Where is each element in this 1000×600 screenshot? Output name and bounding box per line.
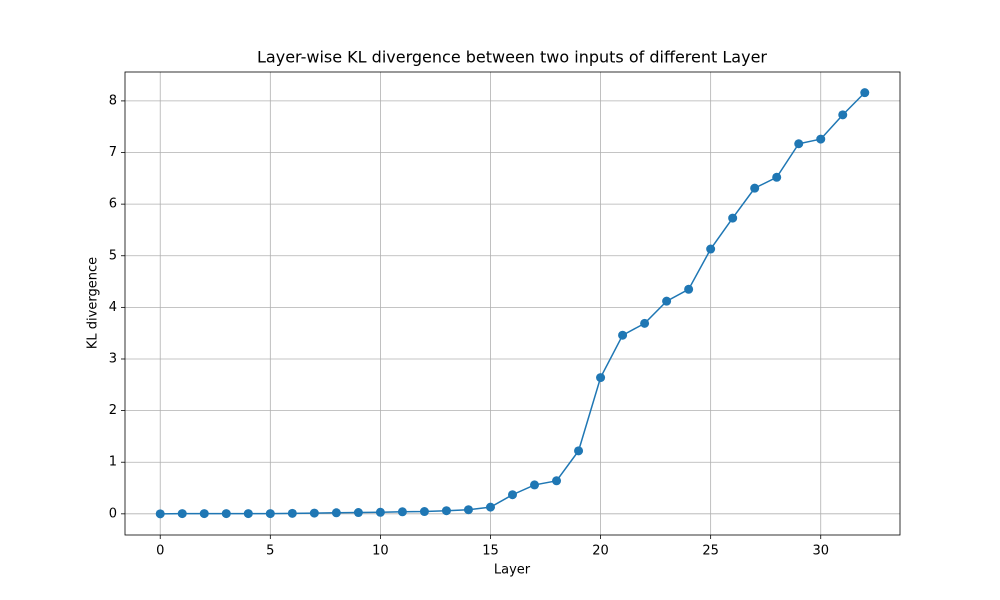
data-point — [243, 509, 253, 519]
data-point — [177, 509, 187, 519]
data-point — [860, 88, 870, 98]
data-point — [375, 507, 385, 517]
y-tick-label: 7 — [109, 145, 117, 160]
x-tick-label: 30 — [812, 544, 829, 559]
data-point — [816, 134, 826, 144]
data-point — [353, 508, 363, 518]
data-point — [287, 508, 297, 518]
data-point — [199, 509, 209, 519]
data-point — [728, 213, 738, 223]
data-point — [750, 183, 760, 193]
data-point — [574, 446, 584, 456]
y-tick-label: 8 — [109, 93, 117, 108]
y-tick-label: 4 — [109, 300, 117, 315]
data-point — [640, 318, 650, 328]
data-point — [508, 490, 517, 500]
data-point — [221, 509, 231, 519]
data-point — [618, 330, 628, 340]
y-tick-label: 3 — [109, 351, 117, 366]
x-tick-label: 10 — [372, 544, 389, 559]
data-point — [684, 284, 694, 294]
data-point — [331, 508, 341, 518]
x-tick-label: 5 — [266, 544, 274, 559]
x-tick-label: 25 — [702, 544, 719, 559]
data-point — [155, 509, 165, 519]
data-point — [794, 139, 804, 149]
x-axis-label: Layer — [494, 563, 531, 578]
x-tick-label: 20 — [592, 544, 609, 559]
data-point — [441, 506, 451, 516]
data-point — [485, 502, 495, 512]
data-point — [419, 507, 429, 517]
x-tick-label: 15 — [482, 544, 499, 559]
data-point — [662, 296, 672, 306]
y-tick-label: 2 — [109, 403, 117, 418]
y-tick-label: 5 — [109, 248, 117, 263]
chart-title: Layer-wise KL divergence between two inp… — [257, 48, 767, 67]
data-point — [838, 110, 848, 120]
y-tick-label: 0 — [109, 506, 117, 521]
x-tick-label: 0 — [156, 544, 164, 559]
data-point — [552, 476, 562, 486]
data-point — [265, 509, 275, 519]
y-tick-label: 6 — [109, 197, 117, 212]
data-point — [706, 244, 716, 254]
data-point — [596, 373, 606, 383]
data-point — [463, 505, 473, 515]
y-tick-label: 1 — [109, 455, 117, 470]
plot-frame — [124, 71, 901, 536]
data-point — [309, 508, 319, 518]
data-point — [397, 507, 407, 517]
data-point — [530, 480, 540, 490]
data-point — [772, 172, 782, 182]
y-axis-label: KL divergence — [86, 257, 101, 349]
